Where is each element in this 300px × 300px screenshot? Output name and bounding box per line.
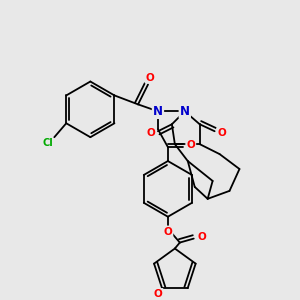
Text: N: N <box>180 105 190 118</box>
Text: Cl: Cl <box>43 138 54 148</box>
Text: O: O <box>164 226 172 237</box>
Text: O: O <box>154 289 162 299</box>
Text: O: O <box>186 140 195 150</box>
Text: O: O <box>147 128 155 138</box>
Text: O: O <box>146 73 154 82</box>
Text: O: O <box>217 128 226 138</box>
Text: N: N <box>153 105 163 118</box>
Text: O: O <box>197 232 206 242</box>
